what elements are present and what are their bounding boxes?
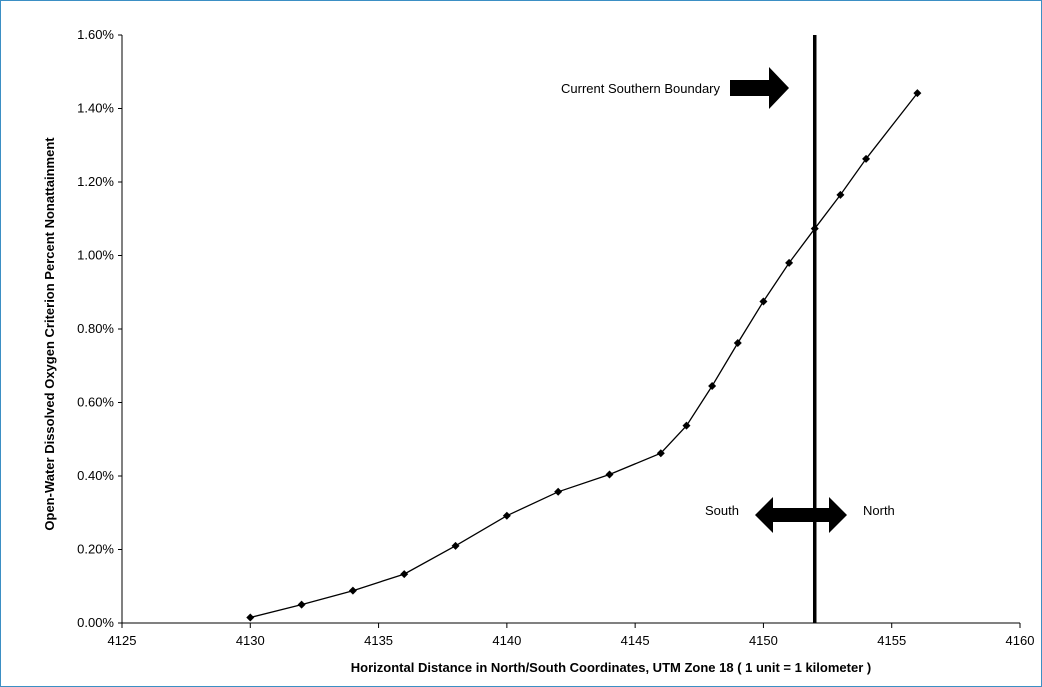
- south-north-arrow-icon: [755, 497, 847, 533]
- data-point-marker: [605, 470, 614, 479]
- boundary-annotation-label: Current Southern Boundary: [561, 81, 720, 96]
- data-point-marker: [733, 338, 742, 347]
- data-point-marker: [759, 297, 768, 306]
- data-point-marker: [682, 421, 691, 430]
- series-line: [250, 92, 918, 619]
- data-point-marker: [785, 258, 794, 267]
- boundary-group: [730, 35, 847, 623]
- y-tick-label: 1.00%: [77, 248, 114, 263]
- y-tick-label: 1.60%: [77, 27, 114, 42]
- data-point-marker: [297, 600, 306, 609]
- y-tick-label: 1.20%: [77, 174, 114, 189]
- data-point-marker: [400, 570, 409, 579]
- y-tick-label: 1.40%: [77, 101, 114, 116]
- y-tick-label: 0.60%: [77, 395, 114, 410]
- x-tick-label: 4155: [877, 633, 906, 648]
- south-annotation-label: South: [705, 503, 739, 518]
- x-tick-label: 4140: [492, 633, 521, 648]
- data-point-marker: [502, 511, 511, 520]
- data-point-marker: [451, 541, 460, 550]
- boundary-arrow-icon: [730, 67, 789, 109]
- data-point-marker: [348, 586, 357, 595]
- data-point-marker: [656, 449, 665, 458]
- data-point-marker: [554, 487, 563, 496]
- x-axis-title: Horizontal Distance in North/South Coord…: [351, 660, 871, 675]
- data-point-marker: [836, 190, 845, 199]
- data-point-marker: [708, 381, 717, 390]
- data-point-marker: [862, 154, 871, 163]
- y-tick-label: 0.40%: [77, 468, 114, 483]
- y-axis-ticks: 0.00% 0.20% 0.40% 0.60% 0.80% 1.00% 1.20% 1.40%…: [77, 27, 122, 630]
- x-axis-ticks: 4125 4130 4135 4140 4145 4150 4155 4160: [108, 623, 1035, 648]
- axes: [121, 35, 1020, 624]
- data-point-marker: [246, 613, 255, 622]
- x-tick-label: 4150: [749, 633, 778, 648]
- x-tick-label: 4135: [364, 633, 393, 648]
- north-annotation-label: North: [863, 503, 895, 518]
- y-tick-label: 0.20%: [77, 542, 114, 557]
- y-tick-label: 0.00%: [77, 615, 114, 630]
- data-point-marker: [913, 89, 922, 98]
- y-axis-title: Open-Water Dissolved Oxygen Criterion Pe…: [42, 137, 57, 531]
- x-tick-label: 4130: [236, 633, 265, 648]
- x-tick-label: 4125: [108, 633, 137, 648]
- x-tick-label: 4160: [1006, 633, 1035, 648]
- y-tick-label: 0.80%: [77, 321, 114, 336]
- data-series: [246, 89, 922, 622]
- x-tick-label: 4145: [621, 633, 650, 648]
